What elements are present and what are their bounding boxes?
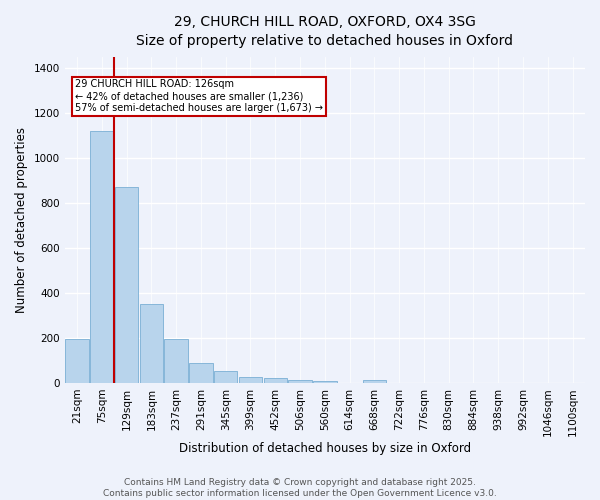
Bar <box>189 362 213 383</box>
Bar <box>90 131 113 383</box>
Bar <box>288 380 312 383</box>
Title: 29, CHURCH HILL ROAD, OXFORD, OX4 3SG
Size of property relative to detached hous: 29, CHURCH HILL ROAD, OXFORD, OX4 3SG Si… <box>136 15 514 48</box>
Text: 29 CHURCH HILL ROAD: 126sqm
← 42% of detached houses are smaller (1,236)
57% of : 29 CHURCH HILL ROAD: 126sqm ← 42% of det… <box>75 80 323 112</box>
Bar <box>263 378 287 383</box>
Bar <box>164 339 188 383</box>
Bar <box>313 380 337 383</box>
X-axis label: Distribution of detached houses by size in Oxford: Distribution of detached houses by size … <box>179 442 471 455</box>
Bar <box>115 187 139 383</box>
Bar <box>140 304 163 383</box>
Bar <box>362 380 386 383</box>
Bar <box>239 378 262 383</box>
Text: Contains HM Land Registry data © Crown copyright and database right 2025.
Contai: Contains HM Land Registry data © Crown c… <box>103 478 497 498</box>
Y-axis label: Number of detached properties: Number of detached properties <box>15 127 28 313</box>
Bar <box>65 339 89 383</box>
Bar <box>214 370 238 383</box>
